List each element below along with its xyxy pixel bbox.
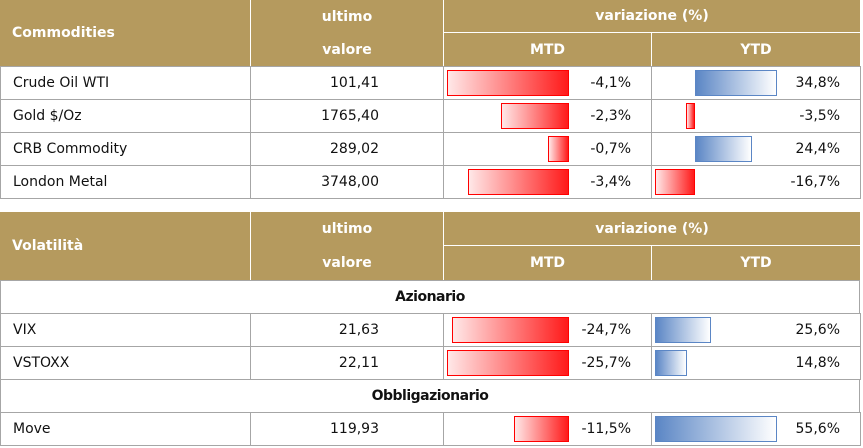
header-name: Volatilità	[0, 212, 250, 280]
row-name: Move	[0, 412, 251, 446]
data-bar	[655, 350, 688, 376]
variation-label: 24,4%	[795, 140, 840, 157]
data-bar	[447, 70, 569, 96]
row-value: 1765,40	[250, 99, 444, 133]
data-bar	[694, 70, 777, 96]
header-variation: variazione (%)	[443, 212, 860, 246]
row-name: CRB Commodity	[0, 132, 251, 166]
variation-label: -16,7%	[790, 173, 840, 190]
variation-label: 55,6%	[795, 420, 840, 437]
header-value-top: ultimo	[250, 212, 443, 246]
row-value: 3748,00	[250, 165, 444, 199]
row-name: London Metal	[0, 165, 251, 199]
header-value-top: ultimo	[250, 0, 443, 33]
data-bar	[467, 169, 569, 195]
variation-label: -24,7%	[581, 321, 631, 338]
variation-label: 25,6%	[795, 321, 840, 338]
row-name: VSTOXX	[0, 346, 251, 380]
data-bar	[451, 317, 569, 343]
variation-label: 14,8%	[795, 354, 840, 371]
row-value: 289,02	[250, 132, 444, 166]
row-name: Gold $/Oz	[0, 99, 251, 133]
header-variation: variazione (%)	[443, 0, 860, 33]
row-value: 22,11	[250, 346, 444, 380]
data-bar	[447, 350, 569, 376]
variation-label: -3,5%	[799, 107, 840, 124]
row-name: Crude Oil WTI	[0, 66, 251, 100]
variation-cell	[651, 165, 861, 199]
variation-label: -0,7%	[590, 140, 631, 157]
header-ytd: YTD	[651, 246, 860, 280]
data-bar	[686, 103, 695, 129]
header-name: Commodities	[0, 0, 250, 66]
row-value: 21,63	[250, 313, 444, 347]
row-name: VIX	[0, 313, 251, 347]
variation-label: -4,1%	[590, 74, 631, 91]
header-value-bottom: valore	[250, 33, 443, 66]
variation-cell	[651, 412, 861, 446]
data-bar	[694, 136, 753, 162]
data-bar	[514, 416, 569, 442]
header-value-bottom: valore	[250, 246, 443, 280]
section-row: Azionario	[0, 280, 860, 314]
row-value: 119,93	[250, 412, 444, 446]
data-bar	[500, 103, 569, 129]
variation-label: -3,4%	[590, 173, 631, 190]
section-row: Obbligazionario	[0, 379, 860, 413]
variation-label: -2,3%	[590, 107, 631, 124]
data-bar	[655, 169, 695, 195]
data-bar	[655, 317, 712, 343]
variation-label: -25,7%	[581, 354, 631, 371]
header-ytd: YTD	[651, 33, 860, 66]
header-mtd: MTD	[443, 33, 651, 66]
row-value: 101,41	[250, 66, 444, 100]
data-bar	[548, 136, 569, 162]
variation-label: -11,5%	[581, 420, 631, 437]
variation-label: 34,8%	[795, 74, 840, 91]
data-bar	[655, 416, 777, 442]
header-mtd: MTD	[443, 246, 651, 280]
